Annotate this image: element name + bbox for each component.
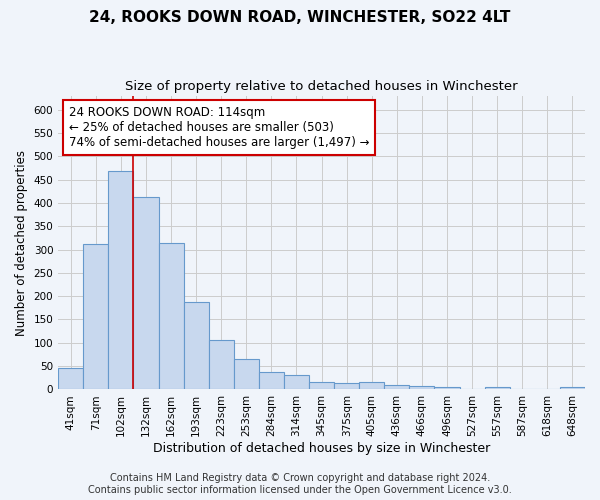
Bar: [434, 387, 460, 390]
Bar: [409, 386, 434, 390]
Bar: [109, 171, 133, 390]
Bar: [334, 384, 359, 390]
Bar: [560, 387, 585, 390]
Bar: [184, 302, 209, 390]
Bar: [58, 368, 83, 390]
Text: 24 ROOKS DOWN ROAD: 114sqm
← 25% of detached houses are smaller (503)
74% of sem: 24 ROOKS DOWN ROAD: 114sqm ← 25% of deta…: [69, 106, 369, 149]
Text: 24, ROOKS DOWN ROAD, WINCHESTER, SO22 4LT: 24, ROOKS DOWN ROAD, WINCHESTER, SO22 4L…: [89, 10, 511, 25]
Bar: [234, 358, 259, 390]
Bar: [359, 382, 385, 390]
Bar: [209, 340, 234, 390]
Bar: [485, 387, 510, 390]
Bar: [259, 372, 284, 390]
X-axis label: Distribution of detached houses by size in Winchester: Distribution of detached houses by size …: [153, 442, 490, 455]
Title: Size of property relative to detached houses in Winchester: Size of property relative to detached ho…: [125, 80, 518, 93]
Bar: [284, 375, 309, 390]
Bar: [385, 385, 409, 390]
Bar: [158, 244, 184, 390]
Bar: [83, 244, 109, 390]
Bar: [309, 382, 334, 390]
Bar: [133, 197, 158, 390]
Y-axis label: Number of detached properties: Number of detached properties: [15, 150, 28, 336]
Text: Contains HM Land Registry data © Crown copyright and database right 2024.
Contai: Contains HM Land Registry data © Crown c…: [88, 474, 512, 495]
